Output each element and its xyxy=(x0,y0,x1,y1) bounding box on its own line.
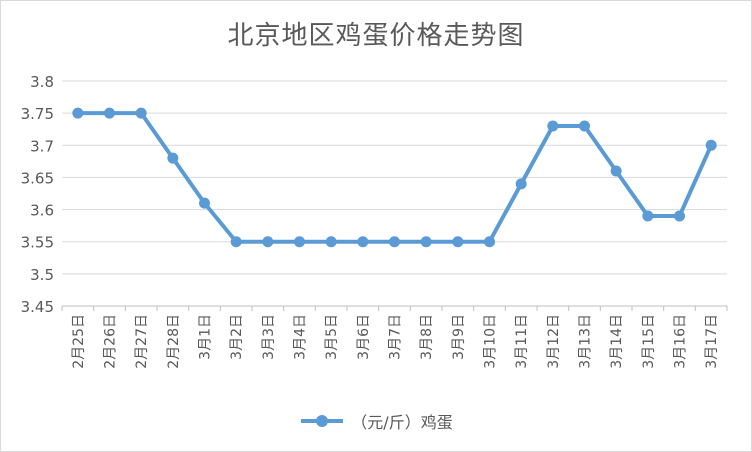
y-tick-label: 3.75 xyxy=(21,105,54,123)
x-tick-label: 3月12日 xyxy=(546,314,562,369)
data-point xyxy=(705,139,717,151)
data-point xyxy=(135,107,147,119)
data-point xyxy=(199,197,210,209)
y-tick-label: 3.6 xyxy=(30,202,54,220)
x-tick-label: 3月6日 xyxy=(356,314,372,360)
x-tick-label: 2月28日 xyxy=(166,314,182,369)
y-tick-label: 3.7 xyxy=(30,137,54,155)
data-point xyxy=(420,236,432,248)
y-tick-label: 3.45 xyxy=(21,298,54,316)
x-tick-label: 2月27日 xyxy=(134,314,150,369)
x-tick-label: 3月9日 xyxy=(451,314,467,360)
x-tick-label: 3月7日 xyxy=(388,314,404,360)
data-point xyxy=(484,236,495,248)
data-point xyxy=(72,107,84,119)
y-tick-label: 3.55 xyxy=(21,234,54,252)
data-point xyxy=(357,236,369,248)
data-point xyxy=(547,120,559,132)
x-tick-label: 2月26日 xyxy=(103,314,119,369)
x-tick-label: 3月5日 xyxy=(324,314,340,360)
data-point xyxy=(452,236,464,248)
data-point xyxy=(674,210,685,222)
data-point xyxy=(294,236,305,248)
x-tick-label: 3月10日 xyxy=(483,314,499,369)
data-point xyxy=(230,236,242,248)
y-tick-label: 3.8 xyxy=(30,73,54,91)
x-tick-label: 3月16日 xyxy=(673,314,689,369)
data-point xyxy=(389,236,400,248)
data-point xyxy=(515,178,527,190)
x-tick-label: 3月14日 xyxy=(609,314,625,369)
x-tick-label: 3月13日 xyxy=(578,314,594,369)
data-point xyxy=(642,210,654,222)
x-tick-label: 3月11日 xyxy=(514,314,530,369)
y-tick-label: 3.65 xyxy=(21,169,54,187)
chart-title: 北京地区鸡蛋价格走势图 xyxy=(227,21,525,51)
x-tick-label: 3月15日 xyxy=(641,314,657,369)
data-point xyxy=(262,236,274,248)
data-point xyxy=(167,152,179,164)
y-tick-label: 3.5 xyxy=(30,266,54,284)
legend: （元/斤）鸡蛋 xyxy=(1,409,751,433)
x-tick-label: 3月8日 xyxy=(419,314,435,360)
x-tick-label: 3月1日 xyxy=(198,314,214,360)
x-tick-label: 3月2日 xyxy=(229,314,245,360)
data-point xyxy=(104,107,115,119)
data-point xyxy=(579,120,590,132)
x-tick-label: 2月25日 xyxy=(71,314,87,369)
x-tick-label: 3月17日 xyxy=(704,314,720,369)
data-point xyxy=(610,165,622,177)
legend-marker xyxy=(301,415,344,427)
x-tick-label: 3月3日 xyxy=(261,314,277,360)
legend-label: （元/斤）鸡蛋 xyxy=(351,413,453,432)
data-point xyxy=(325,236,337,248)
x-tick-label: 3月4日 xyxy=(293,314,309,360)
